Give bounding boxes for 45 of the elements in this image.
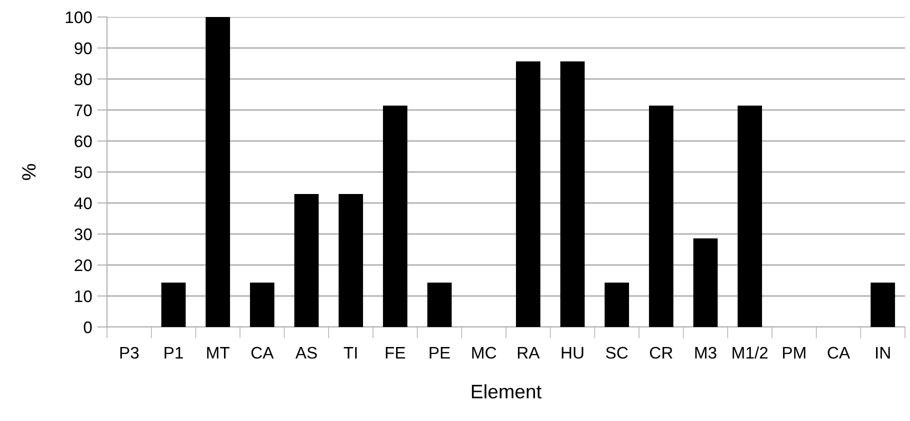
- y-tick-label: 40: [74, 197, 92, 210]
- bar: [693, 238, 718, 327]
- bar: [560, 61, 585, 327]
- x-tick-label: M3: [695, 346, 716, 359]
- x-tick-label: P1: [164, 347, 183, 359]
- x-tick-label: MT: [207, 347, 230, 359]
- y-tick-label: 30: [74, 228, 92, 240]
- y-tick-label: 70: [74, 104, 92, 116]
- x-tick-label: CR: [650, 346, 672, 359]
- x-tick-label: MC: [472, 346, 496, 359]
- bar: [382, 106, 408, 327]
- x-tick-label: HU: [562, 347, 584, 359]
- bar: [427, 282, 452, 327]
- y-tick-label: 100: [66, 11, 92, 24]
- y-tick-label: 60: [74, 135, 92, 148]
- y-tick-label: 10: [75, 290, 92, 302]
- bar: [870, 282, 896, 327]
- y-tick-label: 50: [74, 166, 92, 178]
- bar: [604, 282, 630, 327]
- y-tick-label: 80: [74, 73, 92, 86]
- y-tick-label: 0: [84, 321, 92, 334]
- x-tick-label: PE: [430, 347, 450, 359]
- bar: [161, 282, 186, 327]
- bar: [250, 282, 274, 327]
- bar: [516, 61, 540, 327]
- bar: [206, 17, 230, 327]
- x-tick-label: PM: [783, 347, 806, 359]
- bar: [738, 106, 762, 327]
- x-tick-label: M1/2: [732, 346, 768, 359]
- bar: [648, 106, 674, 327]
- x-tick-label: CA: [251, 346, 274, 359]
- x-tick-label: SC: [606, 346, 628, 359]
- bar: [338, 194, 364, 327]
- x-axis-title: Element: [472, 384, 542, 398]
- y-axis-title: %: [22, 164, 36, 180]
- x-tick-label: AS: [295, 346, 317, 359]
- x-tick-label: TI: [344, 347, 357, 359]
- y-tick-label: 90: [74, 42, 92, 54]
- x-tick-label: P3: [120, 346, 139, 359]
- y-tick-label: 20: [74, 259, 92, 272]
- x-tick-label: CA: [828, 346, 850, 359]
- x-tick-label: FE: [386, 347, 406, 359]
- bar: [294, 194, 319, 327]
- x-tick-label: IN: [876, 347, 890, 359]
- x-tick-label: RA: [518, 347, 540, 359]
